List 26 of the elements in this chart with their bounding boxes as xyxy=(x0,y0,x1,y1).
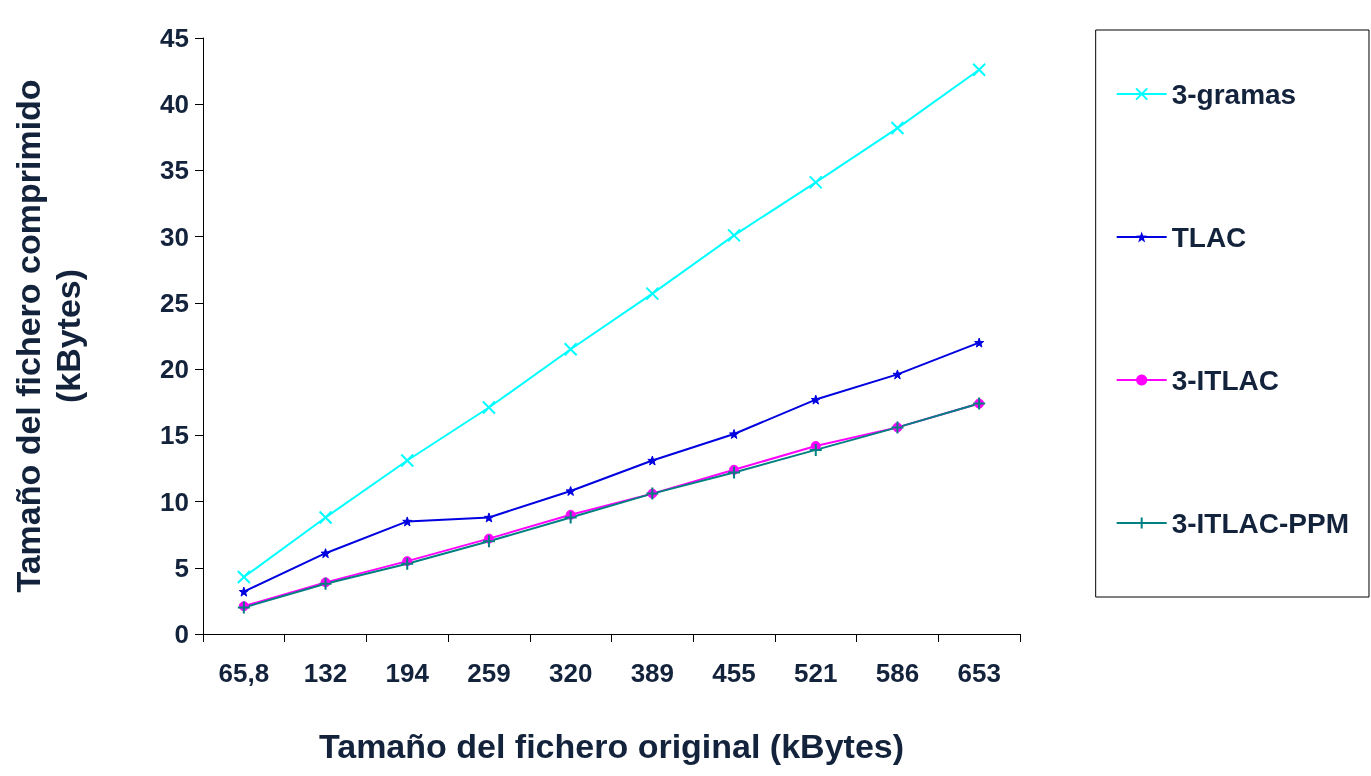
x-tick-label: 132 xyxy=(303,658,348,688)
y-axis-title: Tamaño del fichero comprimido (kBytes) xyxy=(9,79,87,593)
y-tick-label: 30 xyxy=(160,221,189,252)
x-axis-title: Tamaño del fichero original (kBytes) xyxy=(318,727,905,765)
y-tick-label: 25 xyxy=(160,287,189,318)
x-tick-label: 586 xyxy=(875,658,920,688)
legend-label: 3-gramas xyxy=(1171,78,1297,110)
y-tick-label: 20 xyxy=(160,354,189,385)
x-tick-label: 194 xyxy=(385,658,430,688)
y-tick-label: 45 xyxy=(160,23,189,53)
x-tick-label: 320 xyxy=(548,658,593,688)
y-tick-label: 0 xyxy=(174,619,189,649)
y-tick-label: 35 xyxy=(160,155,189,186)
y-tick-label: 5 xyxy=(174,552,189,583)
y-tick-label: 40 xyxy=(160,89,189,120)
x-tick-label: 455 xyxy=(712,658,756,688)
x-tick-label: 65,8 xyxy=(218,658,270,688)
y-tick-label: 10 xyxy=(160,486,189,517)
x-tick-label: 259 xyxy=(467,658,511,688)
legend-label: TLAC xyxy=(1171,221,1247,253)
x-tick-label: 653 xyxy=(957,658,1001,688)
x-tick-label: 521 xyxy=(794,658,838,688)
legend-label: 3-ITLAC xyxy=(1171,364,1279,396)
legend-label: 3-ITLAC-PPM xyxy=(1171,507,1349,539)
y-tick-label: 15 xyxy=(160,420,189,451)
x-tick-label: 389 xyxy=(630,658,675,688)
